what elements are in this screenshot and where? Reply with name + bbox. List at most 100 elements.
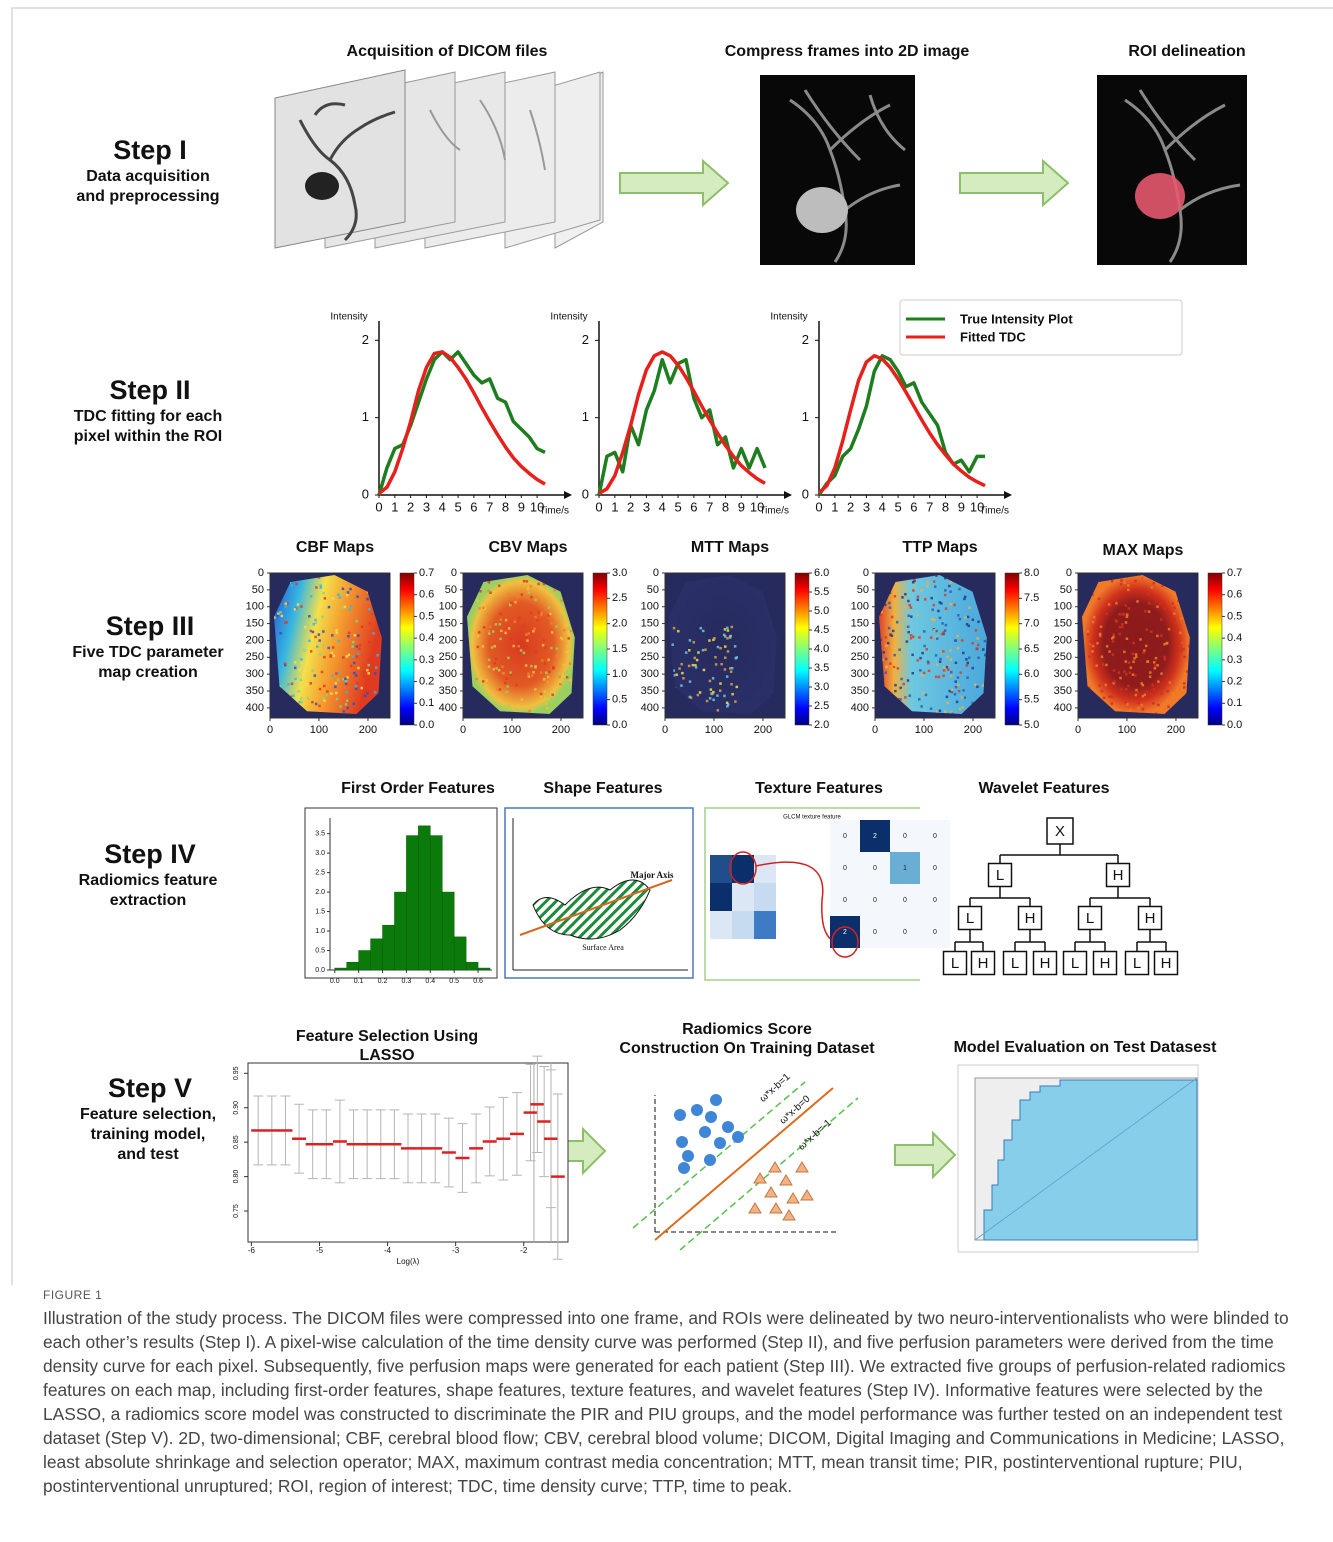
speck [1087,630,1090,633]
step-subtitle: Feature selection, [80,1106,216,1123]
x-tick-label: 9 [738,499,745,514]
speck [527,672,530,675]
speck [284,621,287,624]
speck [944,710,947,713]
speck [515,684,518,687]
arrow [620,161,728,205]
y-tick-label: 0.80 [233,1170,240,1184]
speck [1163,608,1166,611]
speck [534,688,537,691]
speck [346,699,349,702]
speck [1136,600,1139,603]
speck [337,679,340,682]
speck [366,692,369,695]
glcm-value: 0 [903,833,907,840]
panel-title: Feature Selection Using [296,1028,478,1045]
speck [315,703,318,706]
y-tick-label: 200 [246,634,264,646]
speck [475,678,478,681]
speck [924,598,927,601]
speck [1160,635,1163,638]
bar [359,951,371,970]
speck [538,611,541,614]
speck [498,669,501,672]
speck [896,646,899,649]
speck [694,657,697,660]
speck [933,580,936,583]
speck [318,705,321,708]
speck [534,651,537,654]
speck [561,599,564,602]
speck [1115,602,1118,605]
speck [901,688,904,691]
speck [564,624,567,627]
speck [704,648,707,651]
y-tick-label: 50 [647,584,659,596]
speck [955,686,958,689]
step-subtitle: map creation [98,664,198,681]
speck [482,684,485,687]
y-tick-label: 100 [641,601,659,613]
speck [1120,688,1123,691]
speck [521,698,524,701]
y-tick-label: 0 [258,567,264,579]
speck [1141,682,1144,685]
speck [1173,607,1176,610]
speck [942,650,945,653]
colorbar-tick-label: 6.5 [1024,643,1039,655]
speck [525,664,528,667]
y-tick-label: 0.5 [315,947,325,954]
x-tick-label: 7 [926,499,933,514]
annotation: ω*x-b=-1 [796,1117,834,1152]
speck [1144,610,1147,613]
speck [724,645,727,648]
speck [933,604,936,607]
speck [910,637,913,640]
speck [332,597,335,600]
speck [482,606,485,609]
speck [496,688,499,691]
x-tick-label: 6 [690,499,697,514]
arrow [960,161,1068,205]
speck [1124,701,1127,704]
x-tick-label: 0.2 [378,978,388,985]
speck [682,677,685,680]
speck [1125,673,1128,676]
glcm-value: 2 [843,929,847,936]
speck [333,654,336,657]
speck [314,636,317,639]
speck [887,642,890,645]
x-tick-label: 5 [454,499,461,514]
speck [1105,684,1108,687]
speck [1180,650,1183,653]
speck [957,614,960,617]
y-tick-label: 250 [439,651,457,663]
speck [1088,655,1091,658]
speck [671,643,674,646]
speck [962,652,965,655]
speck [1160,618,1163,621]
speck [966,623,969,626]
speck [1128,662,1131,665]
speck [734,645,737,648]
speck [950,671,953,674]
speck [913,585,916,588]
panel-title: Radiomics Score [682,1021,812,1038]
axis-arrow [1004,491,1012,499]
speck [896,621,899,624]
speck [1146,691,1149,694]
speck [514,601,517,604]
speck [946,656,949,659]
speck [904,606,907,609]
speck [510,674,513,677]
speck [342,588,345,591]
speck [299,639,302,642]
speck [928,670,931,673]
speck [552,666,555,669]
speck [939,710,942,713]
speck [298,669,301,672]
speck [498,585,501,588]
speck [708,639,711,642]
glcm-value: 1 [903,865,907,872]
speck [507,657,510,660]
